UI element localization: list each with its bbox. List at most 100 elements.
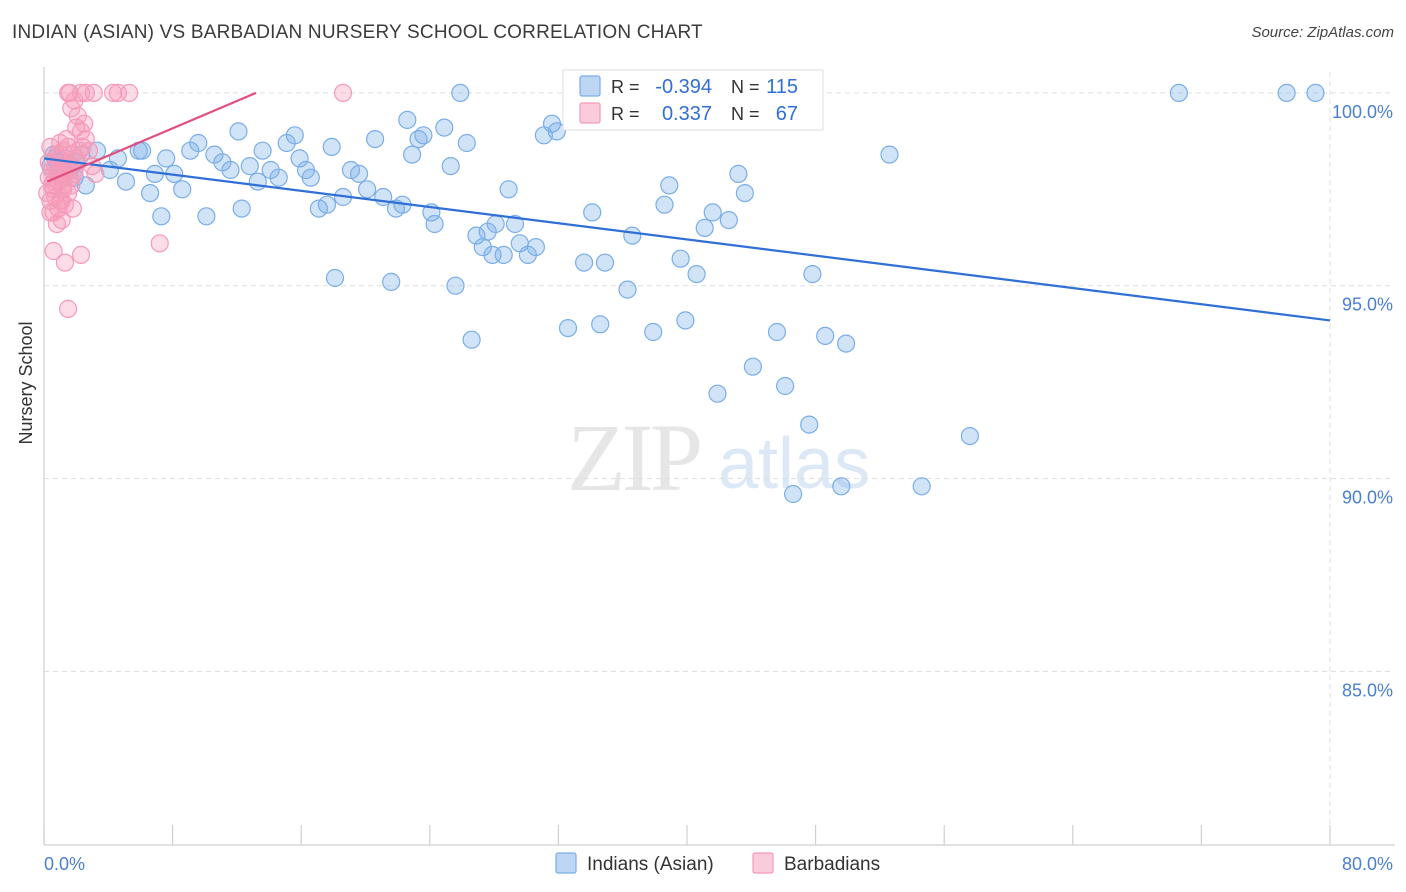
data-point xyxy=(494,245,513,264)
legend-label: Barbadians xyxy=(784,854,880,875)
data-point xyxy=(729,164,748,183)
data-point xyxy=(526,238,546,257)
data-point xyxy=(695,218,714,237)
data-point xyxy=(499,180,518,199)
data-point xyxy=(644,322,663,342)
data-point xyxy=(486,214,505,234)
data-point xyxy=(382,272,401,291)
data-point xyxy=(451,83,470,103)
data-point xyxy=(322,137,341,156)
data-point xyxy=(775,376,795,396)
data-point xyxy=(1169,83,1189,103)
legend-swatch xyxy=(752,852,774,874)
data-point xyxy=(325,268,345,288)
data-point xyxy=(708,384,727,403)
x-tick-label: 80.0% xyxy=(1342,854,1393,874)
data-point xyxy=(71,83,91,103)
x-tick-label: 0.0% xyxy=(44,854,85,874)
data-point xyxy=(912,477,931,496)
stats-r-value: -0.394 xyxy=(655,76,712,98)
data-point xyxy=(47,214,67,234)
data-point xyxy=(880,145,899,164)
data-point xyxy=(547,122,566,141)
data-point xyxy=(229,122,248,141)
data-point xyxy=(58,299,78,318)
data-point xyxy=(317,195,336,214)
data-point xyxy=(240,157,259,176)
stats-r-value: 0.337 xyxy=(662,103,712,125)
legend-swatch xyxy=(555,852,577,874)
data-point xyxy=(1277,83,1296,103)
y-axis-label: Nursery School xyxy=(16,321,36,445)
axes xyxy=(43,67,1395,846)
data-point xyxy=(703,203,722,222)
data-point xyxy=(960,427,980,446)
data-point xyxy=(44,241,63,261)
data-point xyxy=(333,83,353,103)
stats-box: R = -0.394 N = 115 R = 0.337 N = 67 xyxy=(562,69,824,131)
data-point xyxy=(687,265,706,284)
data-point xyxy=(290,149,309,168)
data-point xyxy=(63,199,83,218)
y-tick-label: 90.0% xyxy=(1342,488,1393,508)
watermark-atlas: atlas xyxy=(718,424,870,504)
data-point xyxy=(141,184,160,203)
stats-n-value: 67 xyxy=(776,103,798,125)
tick-labels: 100.0% 95.0% 90.0% 85.0% 0.0% 80.0% xyxy=(44,102,1393,874)
data-point xyxy=(803,265,822,284)
stats-swatch xyxy=(579,75,601,97)
data-point xyxy=(583,203,602,222)
series-indians-asian- xyxy=(41,83,1325,504)
data-point xyxy=(574,253,594,272)
data-point xyxy=(767,322,787,342)
data-point xyxy=(743,357,763,376)
stats-r-label: R = xyxy=(611,104,640,124)
stats-n-label: N = xyxy=(731,104,760,124)
data-point xyxy=(157,149,176,168)
stats-swatch xyxy=(579,102,601,124)
data-point xyxy=(457,133,476,153)
grid xyxy=(44,72,1394,845)
trend-line xyxy=(43,157,1331,322)
data-point xyxy=(350,164,369,183)
trend-line xyxy=(46,91,257,183)
data-point xyxy=(671,249,690,268)
data-point xyxy=(221,160,240,180)
data-point xyxy=(398,110,417,130)
data-point xyxy=(676,311,695,330)
stats-r-label: R = xyxy=(611,77,640,97)
data-point xyxy=(366,130,385,149)
data-point xyxy=(269,168,288,187)
data-point xyxy=(462,330,481,349)
data-point xyxy=(467,226,486,245)
data-point xyxy=(41,203,60,222)
data-point xyxy=(50,133,70,153)
stats-box-frame xyxy=(562,69,824,131)
source-label: Source: ZipAtlas.com xyxy=(1251,24,1394,41)
data-point xyxy=(1306,83,1325,103)
data-point xyxy=(103,83,123,103)
data-point xyxy=(623,226,642,245)
data-point xyxy=(55,253,75,272)
data-point xyxy=(232,199,251,218)
data-point xyxy=(253,141,272,160)
data-point xyxy=(618,280,637,299)
data-point xyxy=(425,214,444,234)
data-point xyxy=(120,83,139,103)
data-point xyxy=(76,130,95,149)
data-point xyxy=(655,195,674,214)
data-point xyxy=(358,180,377,199)
data-point xyxy=(189,133,208,153)
data-point xyxy=(116,172,136,191)
trend-lines xyxy=(43,91,1331,322)
data-point xyxy=(832,477,851,496)
data-point xyxy=(54,180,73,199)
data-point xyxy=(403,145,422,164)
data-point xyxy=(285,126,304,145)
data-point xyxy=(836,334,856,353)
y-tick-label: 100.0% xyxy=(1332,102,1393,122)
stats-n-label: N = xyxy=(731,77,760,97)
data-point xyxy=(719,211,738,230)
data-point xyxy=(197,207,216,226)
